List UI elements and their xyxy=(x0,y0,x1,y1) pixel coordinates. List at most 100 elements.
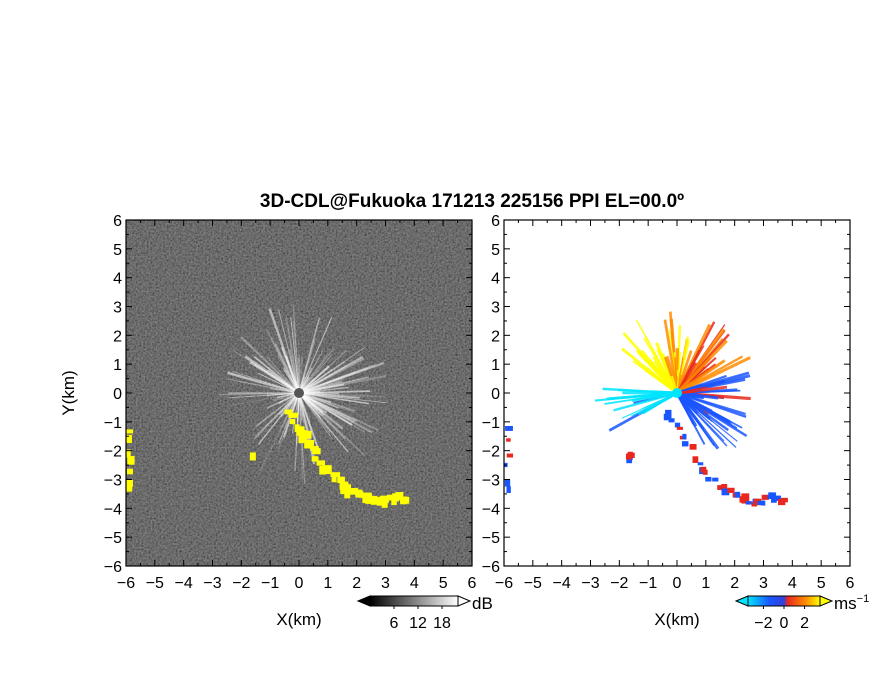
x-tick-label: −1 xyxy=(639,575,657,592)
x-tick-label: 3 xyxy=(759,575,768,592)
snr-ray xyxy=(298,350,323,394)
snr-ray xyxy=(275,350,300,394)
colorbar-tick-label: 12 xyxy=(409,615,427,632)
velocity-clutter-blob xyxy=(775,495,781,500)
colorbar-unit: ms−1 xyxy=(834,593,869,613)
x-tick-label: −4 xyxy=(175,575,193,592)
y-tick-label: 3 xyxy=(113,300,122,317)
colorbar-left-arrow xyxy=(356,595,371,607)
snr-ray xyxy=(257,392,300,445)
x-tick-label: −6 xyxy=(495,575,513,592)
snr-overlay-blob xyxy=(376,496,383,502)
velocity-clutter-blob xyxy=(771,492,777,497)
velocity-rays xyxy=(594,311,751,450)
snr-ray xyxy=(298,317,333,394)
snr-y-axis-label: Y(km) xyxy=(59,370,78,415)
colorbar-unit-exponent: −1 xyxy=(857,593,870,605)
snr-overlay-blob xyxy=(312,448,321,455)
snr-ray xyxy=(295,392,300,445)
snr-ray xyxy=(227,371,300,395)
velocity-colorbar: −2 0 2 ms−1 xyxy=(734,593,869,632)
x-tick-label: 6 xyxy=(846,575,855,592)
snr-overlay-blob xyxy=(311,456,319,462)
y-tick-label: 2 xyxy=(113,328,122,345)
snr-ray xyxy=(290,316,300,394)
velocity-ray xyxy=(631,392,678,417)
x-tick-label: −5 xyxy=(524,575,542,592)
colorbar-right-arrow xyxy=(819,595,834,607)
snr-ray xyxy=(298,392,323,417)
snr-ray xyxy=(298,377,345,395)
snr-overlay-blob xyxy=(381,499,388,508)
velocity-hard-targets xyxy=(504,409,788,507)
snr-ray xyxy=(298,365,346,394)
snr-ray xyxy=(249,361,300,394)
snr-overlay-blob xyxy=(316,460,325,466)
snr-ray xyxy=(228,392,300,399)
snr-ray xyxy=(265,392,300,427)
velocity-clutter-blob xyxy=(668,418,675,423)
x-tick-label: 4 xyxy=(788,575,797,592)
radar-site-marker-velocity xyxy=(672,388,682,398)
snr-ray xyxy=(298,392,347,440)
x-tick-label: 0 xyxy=(673,575,682,592)
snr-ray xyxy=(298,354,333,394)
snr-ray xyxy=(298,392,349,453)
snr-ray xyxy=(232,370,300,394)
colorbar-tick-label: 2 xyxy=(800,615,809,632)
snr-overlay-blob xyxy=(298,434,308,444)
x-tick-label: 2 xyxy=(730,575,739,592)
x-tick-label: 5 xyxy=(817,575,826,592)
snr-overlay-blob xyxy=(319,465,326,475)
colorbar-tick-label: 6 xyxy=(390,615,399,632)
snr-ray xyxy=(277,354,300,394)
snr-overlay-blob xyxy=(358,492,366,498)
snr-ray xyxy=(298,362,385,394)
y-tick-label: 1 xyxy=(491,357,500,374)
snr-ray xyxy=(298,347,365,394)
snr-ray xyxy=(298,392,339,409)
radar-site-marker xyxy=(294,388,304,398)
snr-ray xyxy=(298,391,356,413)
snr-overlay-blob xyxy=(370,498,378,505)
velocity-clutter-blob xyxy=(689,444,697,450)
velocity-clutter-blob xyxy=(702,469,708,475)
x-tick-label: −3 xyxy=(203,575,221,592)
snr-ray xyxy=(298,392,315,465)
y-tick-label: −6 xyxy=(482,559,500,576)
y-tick-label: 4 xyxy=(491,271,500,288)
x-tick-label: 1 xyxy=(701,575,710,592)
x-tick-label: 1 xyxy=(323,575,332,592)
velocity-clutter-blob xyxy=(745,501,752,505)
velocity-ray xyxy=(676,374,727,395)
snr-overlay-blob xyxy=(395,492,404,501)
velocity-clutter-blob xyxy=(712,477,719,482)
snr-ray xyxy=(266,355,300,394)
snr-overlay-blob xyxy=(126,429,133,434)
velocity-ray xyxy=(676,345,705,394)
velocity-clutter-blob xyxy=(705,476,712,482)
snr-overlay-blob xyxy=(127,468,133,475)
y-tick-label: 6 xyxy=(113,213,122,230)
snr-ray xyxy=(298,347,335,394)
snr-ray xyxy=(298,353,301,394)
y-tick-label: 0 xyxy=(113,386,122,403)
colorbar-unit: dB xyxy=(472,594,493,613)
snr-overlay-blob xyxy=(126,479,133,487)
snr-overlay-blob xyxy=(126,434,132,443)
snr-ray xyxy=(298,392,370,405)
snr-ray xyxy=(255,392,300,437)
velocity-ray xyxy=(676,392,711,421)
snr-ray xyxy=(266,392,300,409)
velocity-clutter-blob xyxy=(741,493,750,499)
x-tick-label: 4 xyxy=(410,575,419,592)
velocity-ray xyxy=(676,392,728,447)
snr-overlay-blob xyxy=(303,430,312,439)
x-tick-label: 6 xyxy=(468,575,477,592)
y-tick-label: −4 xyxy=(104,501,122,518)
velocity-ray xyxy=(675,339,728,395)
velocity-clutter-blob xyxy=(665,409,672,417)
snr-ray xyxy=(298,364,374,394)
velocity-clutter-blob xyxy=(692,456,699,463)
snr-overlay-blob xyxy=(381,498,389,504)
